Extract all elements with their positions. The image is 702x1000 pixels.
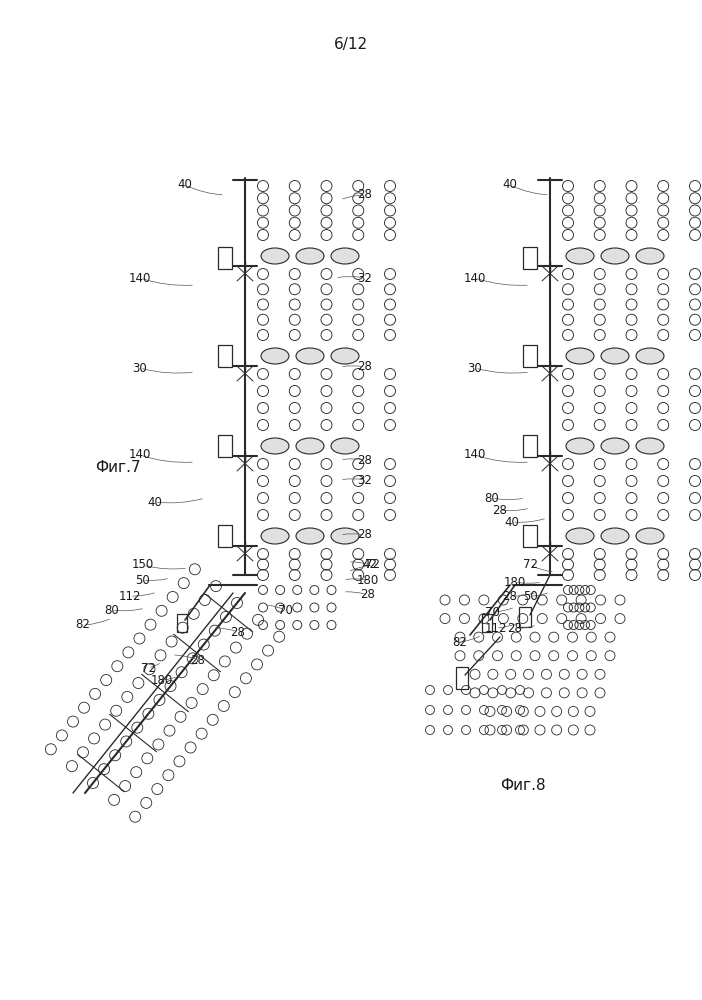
Text: 72: 72 (140, 662, 156, 674)
Text: 40: 40 (147, 495, 162, 508)
Bar (523, 435, 537, 457)
Ellipse shape (636, 438, 664, 454)
Text: Фиг.8: Фиг.8 (500, 778, 545, 792)
Text: 72: 72 (522, 558, 538, 572)
Bar (482, 614, 492, 632)
Text: 28: 28 (357, 528, 373, 542)
Bar (218, 525, 232, 547)
Bar (519, 607, 531, 627)
Text: 50: 50 (135, 574, 150, 586)
Text: 180: 180 (357, 574, 379, 586)
Ellipse shape (296, 528, 324, 544)
Ellipse shape (331, 348, 359, 364)
Bar (523, 525, 537, 547)
Text: 40: 40 (503, 178, 517, 192)
Text: 32: 32 (357, 271, 373, 284)
Text: 40: 40 (178, 178, 192, 192)
Ellipse shape (261, 528, 289, 544)
Ellipse shape (331, 528, 359, 544)
Bar (523, 247, 537, 269)
Text: 28: 28 (357, 188, 373, 202)
Text: 140: 140 (128, 271, 151, 284)
Ellipse shape (636, 528, 664, 544)
Text: 150: 150 (132, 558, 154, 572)
Ellipse shape (601, 528, 629, 544)
Text: 72: 72 (366, 558, 380, 572)
Text: 42: 42 (362, 558, 378, 572)
Text: 70: 70 (277, 603, 293, 616)
Ellipse shape (261, 248, 289, 264)
Ellipse shape (566, 438, 594, 454)
Text: 140: 140 (128, 448, 151, 462)
Ellipse shape (296, 438, 324, 454)
Ellipse shape (601, 438, 629, 454)
Ellipse shape (331, 438, 359, 454)
Ellipse shape (636, 348, 664, 364)
Text: 180: 180 (151, 674, 173, 686)
Bar (218, 345, 232, 367)
Text: 30: 30 (133, 361, 147, 374)
Bar (177, 614, 187, 632)
Text: 28: 28 (361, 588, 376, 601)
Ellipse shape (296, 348, 324, 364)
Text: 112: 112 (485, 621, 508, 635)
Text: 70: 70 (484, 605, 499, 618)
Text: Фиг.7: Фиг.7 (95, 460, 140, 476)
Ellipse shape (566, 248, 594, 264)
Ellipse shape (601, 248, 629, 264)
Text: 140: 140 (464, 448, 486, 462)
Text: 28: 28 (190, 654, 206, 666)
Text: 180: 180 (504, 576, 526, 588)
Text: 80: 80 (105, 603, 119, 616)
Ellipse shape (261, 348, 289, 364)
Ellipse shape (566, 528, 594, 544)
Ellipse shape (636, 248, 664, 264)
Text: 28: 28 (230, 626, 246, 639)
Bar (218, 247, 232, 269)
Ellipse shape (261, 438, 289, 454)
Text: 28: 28 (357, 454, 373, 466)
Text: 28: 28 (357, 360, 373, 373)
Ellipse shape (331, 248, 359, 264)
Text: 80: 80 (484, 491, 499, 504)
Text: 28: 28 (508, 621, 522, 635)
Text: 82: 82 (76, 618, 91, 632)
Text: 140: 140 (464, 271, 486, 284)
Text: 28: 28 (503, 589, 517, 602)
Bar (523, 345, 537, 367)
Text: 32: 32 (357, 474, 373, 487)
Text: 28: 28 (493, 504, 508, 516)
Text: 6/12: 6/12 (334, 37, 368, 52)
Bar (456, 667, 468, 689)
Bar (218, 435, 232, 457)
Ellipse shape (601, 348, 629, 364)
Ellipse shape (566, 348, 594, 364)
Ellipse shape (296, 248, 324, 264)
Text: 112: 112 (119, 589, 141, 602)
Text: 50: 50 (522, 589, 537, 602)
Text: 40: 40 (505, 516, 519, 528)
Text: 82: 82 (453, 636, 468, 648)
Text: 30: 30 (468, 361, 482, 374)
